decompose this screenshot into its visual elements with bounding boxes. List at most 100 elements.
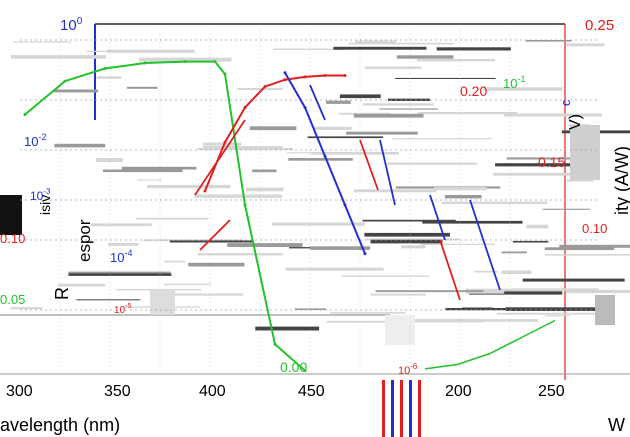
artifact-stripe: [525, 40, 572, 42]
artifact-stripe: [96, 76, 122, 79]
series-point-0: [213, 60, 217, 64]
series-point-1: [223, 140, 227, 144]
y-right-fragment-c: c: [558, 99, 573, 106]
artifact-stripe: [161, 293, 244, 296]
artifact-stripe: [501, 251, 527, 254]
artifact-stripe: [13, 41, 71, 43]
artifact-stripe: [326, 100, 351, 104]
y-left-fragment-r: R: [52, 287, 72, 300]
artifact-stripe: [566, 179, 594, 182]
artifact-stripe: [252, 169, 277, 173]
artifact-stripe: [307, 136, 383, 139]
artifact-stripe: [542, 208, 591, 210]
artifact-stripe: [395, 77, 496, 79]
artifact-stripe: [544, 247, 615, 251]
fragment-segment: [429, 194, 446, 241]
artifact-stripe: [313, 126, 352, 130]
artifact-stripe: [474, 270, 498, 273]
artifact-stripe: [370, 293, 426, 296]
artifact-stripe: [289, 247, 312, 249]
series-point-0: [303, 369, 307, 373]
series-point-2: [363, 252, 367, 256]
artifact-stripe: [544, 315, 570, 317]
artifact-stripe: [249, 126, 297, 131]
artifact-stripe: [387, 162, 477, 165]
series-point-0: [223, 72, 227, 76]
artifact-stripe: [329, 312, 406, 314]
y-right-tick-0-00: 0.00: [280, 359, 307, 375]
artifact-stripe: [137, 179, 162, 181]
y-left-top-tick: 100: [60, 16, 83, 34]
fragment-segment: [379, 139, 396, 206]
series-point-1: [243, 106, 247, 109]
artifact-stripe: [506, 157, 577, 160]
artifact-stripe: [202, 146, 283, 150]
series-point-0: [143, 61, 147, 65]
artifact-stripe: [197, 253, 283, 256]
series-point-0: [23, 113, 27, 116]
artifact-stripe: [255, 326, 320, 331]
artifact-stripe: [522, 278, 625, 282]
artifact-stripe: [138, 57, 232, 62]
y-right-tick-0-10-right: 0.10: [582, 221, 607, 236]
inset-bar: [391, 380, 394, 437]
artifact-stripe: [512, 240, 549, 243]
artifact-block: [150, 290, 175, 315]
artifact-stripe: [227, 243, 303, 247]
artifact-stripe: [362, 103, 434, 106]
inset-bar: [382, 380, 385, 437]
x-tick-300: 300: [6, 383, 33, 400]
fragment-segment: [309, 84, 326, 121]
artifact-stripe: [364, 232, 450, 237]
artifact-stripe: [86, 50, 114, 52]
artifact-stripe: [501, 270, 532, 274]
fragment-segment: [194, 119, 246, 196]
y-right-axis-label: ity (A/W): [612, 146, 630, 215]
artifact-stripe: [422, 220, 523, 224]
artifact-stripe: [126, 86, 158, 89]
artifact-stripe: [273, 48, 344, 50]
labels-group: 100 0.25 0.20 0.15 0.10 0.10 0.05 0.00 1…: [0, 16, 630, 435]
artifact-stripe: [388, 98, 430, 101]
artifact-stripe: [559, 244, 630, 248]
artifact-stripe: [203, 142, 241, 146]
y-tick-10-m3: 10-3: [30, 187, 51, 203]
y-right-fragment-v: V): [567, 114, 584, 130]
artifact-stripe: [286, 152, 318, 154]
inset-bar: [409, 380, 412, 437]
artifact-stripe: [188, 262, 245, 267]
artifact-stripe: [326, 320, 408, 323]
artifact-stripe: [362, 219, 456, 222]
artifact-stripe: [503, 113, 602, 117]
artifact-stripe: [68, 271, 171, 275]
artifact-stripe: [76, 299, 141, 301]
series-point-0: [273, 342, 277, 346]
series-point-0: [183, 60, 187, 64]
artifact-stripe: [108, 243, 139, 246]
x-tick-400: 400: [199, 383, 226, 400]
artifact-stripe: [135, 217, 209, 220]
y-tick-10-m6: 10-6: [398, 362, 418, 377]
series-point-1: [283, 78, 287, 82]
series-point-1: [203, 189, 207, 193]
series-layer: [23, 60, 501, 373]
x-axis-label: avelength (nm): [0, 415, 120, 435]
y-left-fragment-isiv: isiv: [37, 195, 53, 215]
series-point-0: [243, 203, 247, 207]
artifact-stripe: [565, 289, 630, 294]
series-point-2: [303, 106, 307, 109]
series-line-0: [24, 60, 306, 372]
artifact-stripe: [416, 59, 496, 62]
artifact-stripe: [106, 49, 195, 53]
fragment-segment: [199, 219, 231, 251]
artifact-stripe: [346, 131, 418, 135]
x-tick-200: 200: [445, 383, 472, 400]
artifact-stripe: [544, 254, 630, 256]
artifact-stripe: [408, 319, 483, 323]
artifact-stripe: [513, 288, 599, 291]
artifact-stripe: [420, 243, 495, 245]
y-right-tick-0-20: 0.20: [460, 83, 487, 99]
artifact-stripe: [311, 152, 399, 155]
series-point-2: [343, 203, 347, 207]
artifact-stripe: [365, 66, 422, 69]
